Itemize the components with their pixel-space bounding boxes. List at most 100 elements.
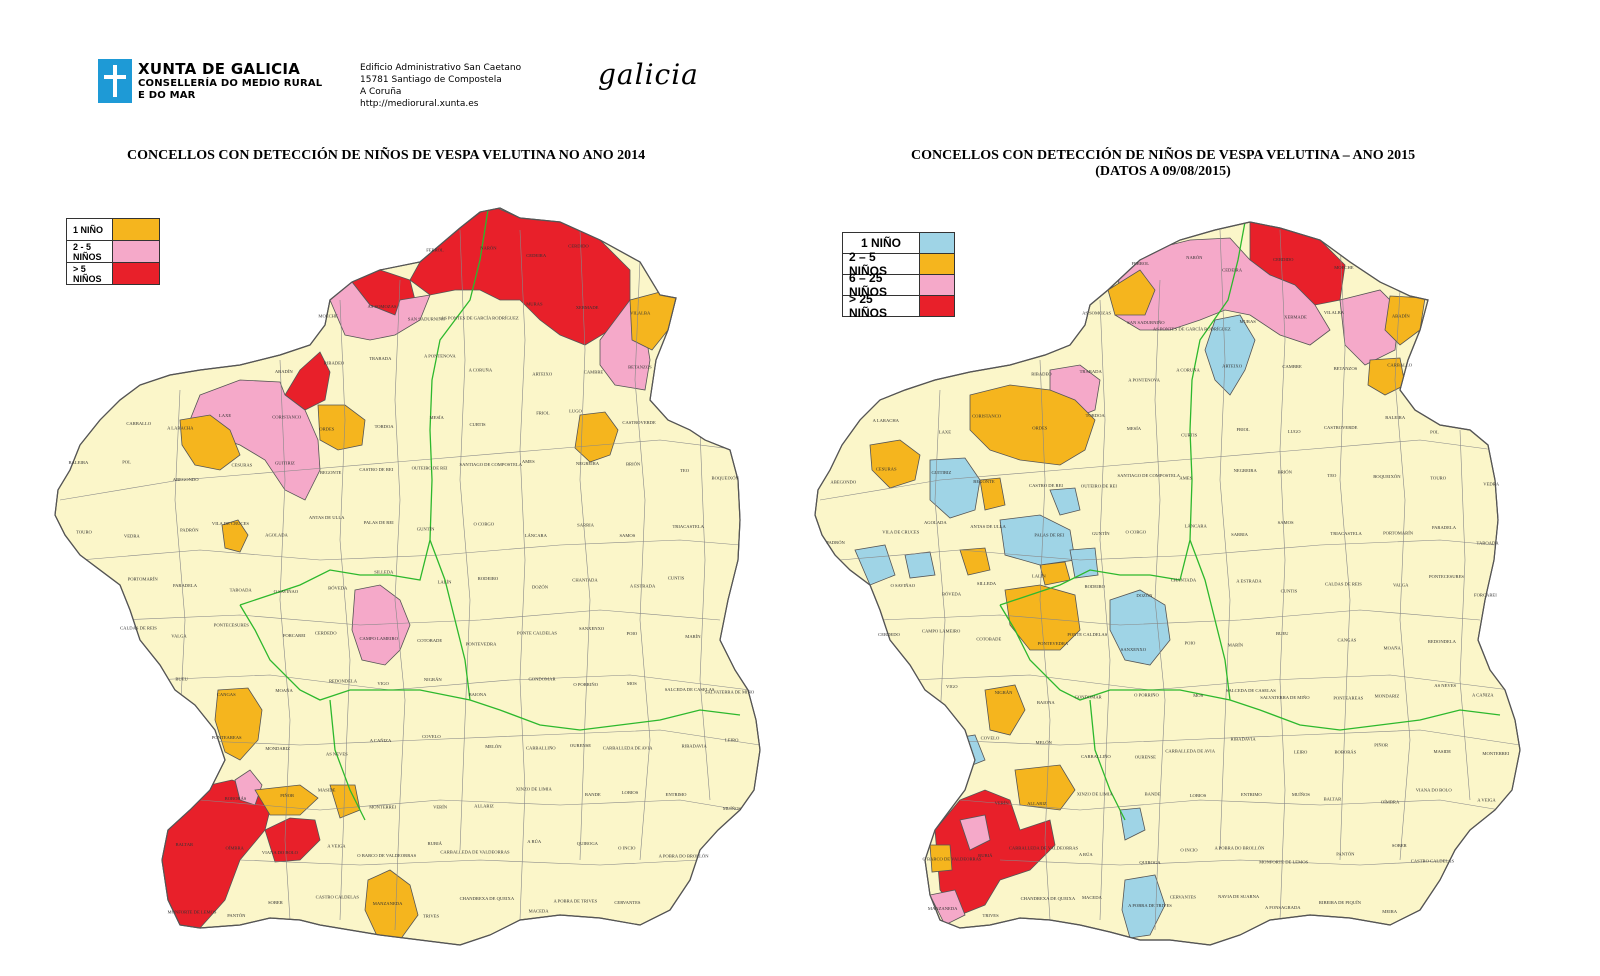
municipality-label: MASIDE (1433, 749, 1451, 754)
municipality-label: COVELO (981, 735, 1000, 740)
region-mid (1107, 269, 1156, 316)
map-2014-labels: FERROL NARÓN CEDEIRA CERDIDO MOECHE AS SOMOZA… (68, 243, 754, 918)
municipality-label: BOQUEIXÓN (712, 476, 740, 481)
municipality-label: TRIACASTELA (673, 524, 705, 529)
municipality-label: XERMADE (576, 305, 599, 310)
municipality-label: PIÑOR (280, 793, 295, 798)
municipality-label: MUÍÑOS (1292, 792, 1311, 797)
page-header: XUNTA DE GALICIA CONSELLERÍA DO MEDIO RU… (0, 0, 1600, 120)
legend-2015-row: 6 – 25 NIÑOS (843, 271, 954, 299)
municipality-label: RIBEIRA DE PIQUÍN (1319, 900, 1362, 905)
legend-swatch (113, 241, 159, 262)
municipality-label: CASTROVERDE (622, 420, 656, 425)
municipality-label: SAMOS (619, 533, 635, 538)
municipality-label: CANGAS (1337, 637, 1356, 642)
province-borders (999, 222, 1501, 821)
municipality-label: LAXE (939, 430, 951, 435)
map-2014 (54, 207, 761, 946)
region-low (364, 869, 419, 941)
municipality-label: ARTEIXO (1222, 364, 1243, 369)
municipality-label: PANTÓN (1336, 852, 1355, 857)
municipality-label: CARBALLEDA DE AVIA (603, 746, 653, 751)
municipality-label: LAXE (219, 413, 231, 418)
municipality-label: TABOADA (1477, 541, 1500, 546)
region-low (179, 414, 241, 471)
municipality-label: OÍMBRA (1381, 800, 1400, 805)
municipality-label: CAMBRE (1282, 364, 1302, 369)
municipality-label: LEIRO (1294, 749, 1308, 754)
municipality-label: PARADELA (173, 583, 198, 588)
municipality-label: ALLARIZ (474, 803, 494, 808)
municipality-label: VIANA DO BOLO (262, 850, 299, 855)
municipality-label: BRIÓN (626, 462, 641, 467)
municipality-label: A LARACHA (167, 426, 194, 431)
municipality-label: CURTIS (1181, 432, 1198, 437)
municipality-label: CALDAS DE REIS (120, 626, 157, 631)
municipality-label: OURENSE (570, 743, 591, 748)
municipality-label: MONTERREI (1482, 751, 1509, 756)
dept-line-1: CONSELLERÍA DO MEDIO RURAL (138, 78, 323, 89)
municipality-label: A PONTENOVA (1128, 377, 1160, 382)
municipality-label: CERDEDO (315, 630, 337, 635)
municipality-label: BEGONTE (973, 479, 995, 484)
municipality-label: A RÚA (1079, 852, 1094, 857)
municipality-label: ANTAS DE ULLA (970, 524, 1006, 529)
municipality-label: RIBADAVIA (1231, 737, 1257, 742)
municipality-label: CALDAS DE REIS (1325, 582, 1362, 587)
municipality-label: NARÓN (480, 246, 497, 251)
municipality-label: PADRÓN (180, 527, 199, 532)
municipality-label: O PORRIÑO (573, 682, 598, 687)
region-mid (329, 281, 431, 341)
municipality-label: OUTEIRO DE REI (1081, 483, 1117, 488)
municipality-label: A CORUÑA (1176, 368, 1200, 373)
municipality-label: FORCAREI (1474, 593, 1497, 598)
municipality-label: VILA DE CRUCES (882, 530, 919, 535)
legend-label: 1 NIÑO (67, 219, 113, 240)
municipality-label: BALEIRA (68, 460, 89, 465)
municipality-label: BALTAR (1324, 796, 1343, 801)
municipality-label: A CAÑIZA (370, 738, 392, 743)
region-mid (929, 844, 953, 873)
municipality-label: RIBADAVIA (682, 744, 708, 749)
municipality-label: POIO (627, 631, 638, 636)
municipality-label: SANXENXO (1121, 647, 1147, 652)
municipality-label: LUGO (569, 408, 582, 413)
municipality-label: CEDEIRA (526, 253, 547, 258)
municipality-label: LOBIOS (1190, 793, 1207, 798)
legend-2015: 1 NIÑO 2 – 5 NIÑOS 6 – 25 NIÑOS > 25 NIÑ… (842, 232, 955, 320)
municipality-label: TOURO (1430, 475, 1446, 480)
municipality-label: MANZANEDA (373, 901, 403, 906)
municipality-label: PONTEAREAS (1333, 695, 1363, 700)
municipality-label: MONDARIZ (265, 746, 290, 751)
municipality-label: AS NEVES (326, 751, 348, 756)
municipality-label: MOS (627, 681, 637, 686)
municipality-label: SOBER (1392, 843, 1408, 848)
municipality-label: MONDARIZ (1375, 693, 1400, 698)
municipality-label: PONTEAREAS (212, 735, 242, 740)
region-mid (979, 477, 1006, 511)
municipality-label: POL (122, 460, 131, 465)
municipality-label: AS PONTES DE GARCÍA RODRÍGUEZ (441, 316, 519, 321)
municipality-label: LALÍN (1032, 573, 1046, 578)
municipality-label: SALCEDA DE CASELAS (665, 687, 715, 692)
legend-2015-row: 2 – 5 NIÑOS (843, 250, 954, 278)
municipality-label: MELÓN (1036, 740, 1053, 745)
municipality-label: CERDIDO (1273, 257, 1294, 262)
municipality-label: ABADÍN (1392, 314, 1411, 319)
municipality-label: TEO (680, 468, 690, 473)
municipality-label: A CORUÑA (469, 367, 493, 372)
municipality-label: MELÓN (485, 744, 502, 749)
municipality-label: SANTIAGO DE COMPOSTELA (1118, 473, 1181, 478)
municipality-label: TRIVES (983, 913, 1000, 918)
municipality-label: PIÑOR (1374, 743, 1389, 748)
municipality-label: REDONDELA (329, 678, 358, 683)
municipality-label: NEGREIRA (576, 461, 600, 466)
municipality-label: CARBALLIÑO (526, 746, 556, 751)
municipality-label: GUNTÍN (417, 526, 435, 531)
municipality-label: MEIRA (1382, 909, 1397, 914)
municipality-label: A PONTENOVA (424, 354, 456, 359)
municipality-label: VALGA (1393, 583, 1409, 588)
legend-swatch (113, 263, 159, 284)
map-2014-regions (59, 208, 760, 941)
